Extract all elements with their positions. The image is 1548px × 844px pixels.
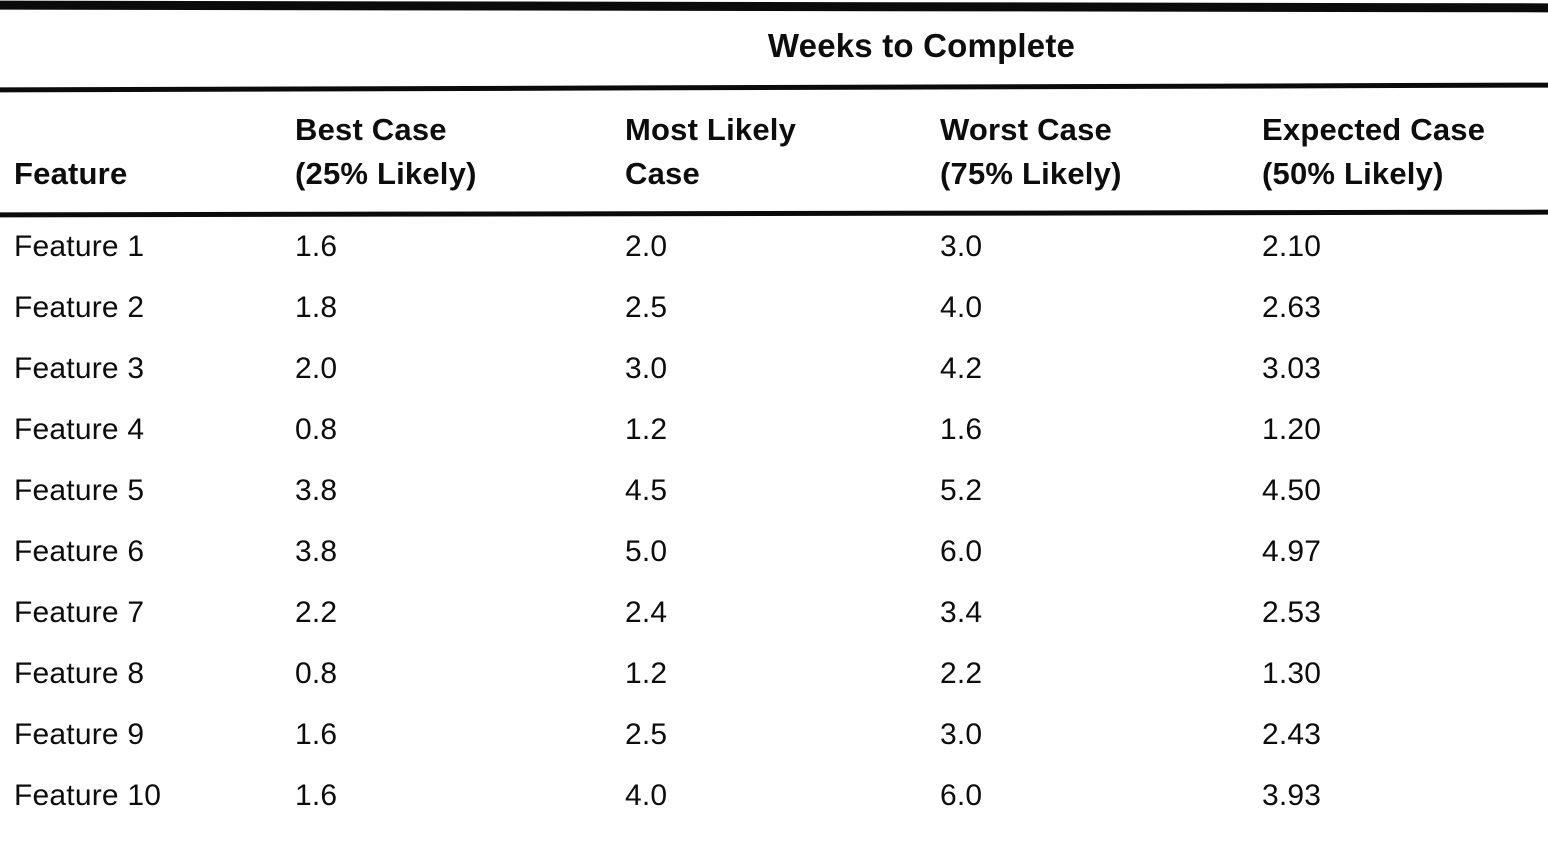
total-expected-case-value: 28.62	[1262, 826, 1548, 844]
total-worst-case-value: 38.6	[940, 826, 1262, 844]
most-likely-value: 4.5	[625, 474, 668, 508]
feature-label: Feature 5	[14, 474, 145, 508]
total-most-likely-value: 28.3	[625, 826, 940, 844]
best-case-value: 2.2	[295, 596, 338, 630]
best-case-value: 0.8	[295, 657, 338, 691]
expected-case-value: 3.03	[1262, 352, 1322, 386]
expected-case-value: 2.10	[1262, 230, 1322, 264]
expected-case-value: 3.93	[1262, 779, 1322, 813]
expected-case-value: 4.50	[1262, 474, 1322, 508]
feature-label: Feature 6	[14, 535, 145, 569]
most-likely-value: 2.5	[625, 291, 668, 325]
expected-case-value: 4.97	[1262, 535, 1322, 569]
best-case-value: 2.0	[295, 352, 338, 386]
total-label: TOTAL	[0, 826, 295, 844]
worst-case-value: 1.6	[940, 413, 983, 447]
worst-case-value: 3.0	[940, 230, 983, 264]
best-case-value: 0.8	[295, 413, 338, 447]
most-likely-value: 4.0	[625, 779, 668, 813]
best-case-value: 1.6	[295, 230, 338, 264]
best-case-value: 1.6	[295, 779, 338, 813]
expected-case-value: 2.43	[1262, 718, 1322, 752]
worst-case-value: 3.0	[940, 718, 983, 752]
expected-case-value: 2.53	[1262, 596, 1322, 630]
most-likely-value: 2.4	[625, 596, 668, 630]
most-likely-value: 1.2	[625, 413, 668, 447]
most-likely-value: 2.0	[625, 230, 668, 264]
feature-label: Feature 2	[14, 291, 145, 325]
top-rule	[0, 0, 1548, 13]
worst-case-value: 3.4	[940, 596, 983, 630]
expected-case-value: 2.63	[1262, 291, 1322, 325]
expected-case-value: 1.20	[1262, 413, 1322, 447]
best-case-value: 3.8	[295, 535, 338, 569]
worst-case-value: 6.0	[940, 779, 983, 813]
feature-label: Feature 3	[14, 352, 145, 386]
worst-case-value: 4.2	[940, 352, 983, 386]
worst-case-value: 2.2	[940, 657, 983, 691]
worst-case-value: 6.0	[940, 535, 983, 569]
column-header-expected-case: Expected Case (50% Likely)	[1262, 112, 1486, 192]
expected-case-value: 1.30	[1262, 657, 1322, 691]
best-case-value: 3.8	[295, 474, 338, 508]
feature-label: Feature 8	[14, 657, 145, 691]
best-case-value: 1.6	[295, 718, 338, 752]
most-likely-value: 1.2	[625, 657, 668, 691]
column-header-feature: Feature	[14, 156, 128, 192]
worst-case-value: 4.0	[940, 291, 983, 325]
column-header-most-likely: Most Likely Case	[625, 112, 797, 192]
most-likely-value: 2.5	[625, 718, 668, 752]
most-likely-value: 3.0	[625, 352, 668, 386]
most-likely-value: 5.0	[625, 535, 668, 569]
worst-case-value: 5.2	[940, 474, 983, 508]
table-title: Weeks to Complete	[767, 27, 1076, 64]
feature-label: Feature 1	[14, 230, 145, 264]
best-case-value: 1.8	[295, 291, 338, 325]
feature-label: Feature 4	[14, 413, 145, 447]
column-header-best-case: Best Case (25% Likely)	[295, 112, 477, 192]
feature-label: Feature 9	[14, 718, 145, 752]
feature-label: Feature 7	[14, 596, 145, 630]
column-header-worst-case: Worst Case (75% Likely)	[940, 112, 1122, 192]
feature-label: Feature 10	[14, 779, 162, 813]
total-best-case-value: 20.0	[295, 826, 625, 844]
